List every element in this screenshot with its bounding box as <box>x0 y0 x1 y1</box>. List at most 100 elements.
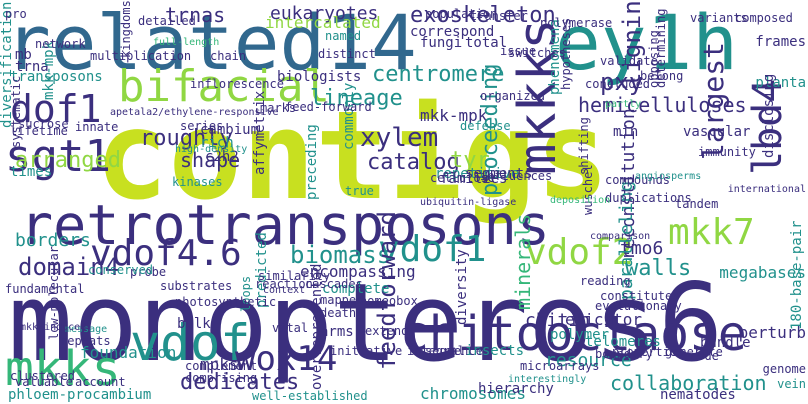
cloud-word: total <box>465 35 508 51</box>
cloud-word: marks <box>260 101 297 115</box>
cloud-word: rich <box>200 135 234 151</box>
cloud-word: feed-forward <box>285 100 372 114</box>
cloud-word: immunity <box>698 145 756 159</box>
cloud-word: repeats <box>60 334 111 348</box>
cloud-word: arms <box>320 324 354 340</box>
cloud-word: transfer <box>470 9 528 23</box>
cloud-word: nematodes <box>660 387 736 403</box>
cloud-word: partly <box>605 99 642 110</box>
cloud-word: international <box>727 184 806 195</box>
cloud-word: vdof2 <box>525 232 634 273</box>
cloud-word: validate <box>600 54 658 68</box>
cloud-word: photosynthetic <box>175 295 277 309</box>
cloud-word: hierarchy <box>478 381 554 397</box>
cloud-word: catalog <box>367 150 460 175</box>
cloud-word: sequence <box>425 344 483 358</box>
cloud-word: roughly <box>140 126 233 151</box>
cloud-word: borders <box>15 230 91 251</box>
cloud-word: true <box>345 184 374 198</box>
cloud-word: megabases <box>719 263 806 282</box>
cloud-word: named <box>325 29 362 43</box>
cloud-word: transposons <box>10 69 103 85</box>
cloud-word: foundation <box>80 343 177 362</box>
cloud-word: genome <box>762 362 806 376</box>
cloud-word: composed <box>735 11 793 25</box>
cloud-word: cellulose <box>430 171 496 185</box>
cloud-word: domain4 <box>18 253 120 281</box>
cloud-word: vdof <box>130 314 251 372</box>
cloud-word: elicitor <box>565 310 643 329</box>
cloud-word: trnas <box>165 3 226 27</box>
cloud-word: pxy <box>600 68 644 96</box>
cloud-word: vein <box>777 377 806 391</box>
cloud-word: belong <box>640 69 684 83</box>
cloud-word: high-density <box>175 144 248 155</box>
cloud-word: vital <box>272 321 309 335</box>
cloud-word: homeobox <box>360 294 418 308</box>
cloud-word: systematic <box>9 75 23 148</box>
cloud-word: mapped <box>320 293 364 307</box>
cloud-word: constitutes <box>600 289 680 303</box>
cloud-word: ey1h <box>555 0 739 87</box>
cloud-word: dedicates <box>180 370 300 395</box>
cloud-word: encompassing <box>300 262 416 281</box>
cloud-word: microarrays <box>520 359 600 373</box>
cloud-word: conserved <box>88 263 154 277</box>
cloud-word: valuable <box>15 375 73 389</box>
cloud-word: mb <box>15 47 32 63</box>
cloud-word: substrates <box>160 279 233 293</box>
cloud-word: reading <box>580 274 631 288</box>
cloud-word: vascular <box>683 124 751 140</box>
cloud-word: chain <box>210 49 247 63</box>
cloud-word: related14 <box>5 0 417 87</box>
cloud-word: duplications <box>605 191 692 205</box>
cloud-word: variants <box>690 11 748 25</box>
cloud-word: defense <box>460 119 511 133</box>
cloud-word: pro <box>5 7 27 21</box>
cloud-word: cascades <box>305 277 363 291</box>
cloud-word: preceding <box>304 124 320 200</box>
cloud-word: shifting <box>577 117 591 175</box>
cloud-word: trna <box>15 59 49 75</box>
cloud-word: issue <box>500 44 537 58</box>
cloud-word: extend <box>365 324 409 338</box>
cloud-word: switches <box>508 46 566 60</box>
cloud-word: fundamental <box>5 282 85 296</box>
cloud-word: similarity <box>258 269 331 283</box>
cloud-word: intercalated <box>265 13 381 32</box>
cloud-word: sgt1 <box>5 131 111 182</box>
cloud-word: integral <box>407 344 465 358</box>
cloud-word: chitooctaose <box>400 306 747 362</box>
cloud-word: cambium <box>200 122 260 138</box>
cloud-word: initiative <box>330 344 403 358</box>
cloud-word: eukaryotes <box>270 3 379 24</box>
cloud-word: concluded <box>585 77 651 91</box>
cloud-word: mpks <box>200 355 239 374</box>
cloud-word: probe <box>130 265 167 279</box>
cloud-word: monopteros6 <box>8 261 724 386</box>
cloud-word: deposition <box>550 195 611 206</box>
cloud-word: commonly <box>341 82 357 150</box>
cloud-word: mkk-induced <box>20 322 87 333</box>
cloud-word: insects <box>465 343 525 359</box>
cloud-word: well-established <box>252 389 368 403</box>
cloud-word: angiosperms <box>635 171 702 182</box>
cloud-word: diversity <box>454 249 470 325</box>
cloud-word: mkks <box>5 341 121 397</box>
cloud-word: context <box>263 285 306 296</box>
cloud-word: reaction <box>255 277 313 291</box>
cloud-word: wox14 <box>235 339 338 379</box>
cloud-word: properties <box>612 345 685 359</box>
cloud-word: comprising <box>185 371 258 385</box>
cloud-word: c2h2 <box>205 149 239 165</box>
cloud-word: exoskeleton <box>410 3 556 28</box>
cloud-word: segments <box>465 166 533 182</box>
cloud-word: resource <box>545 350 632 371</box>
cloud-word: centromere <box>372 62 505 87</box>
cloud-word: boundary <box>595 347 653 361</box>
cloud-word: shape <box>180 148 241 172</box>
cloud-word: evolutionary <box>595 299 682 313</box>
cloud-word: tmo6 <box>620 238 664 259</box>
cloud-word: innate <box>75 120 119 134</box>
